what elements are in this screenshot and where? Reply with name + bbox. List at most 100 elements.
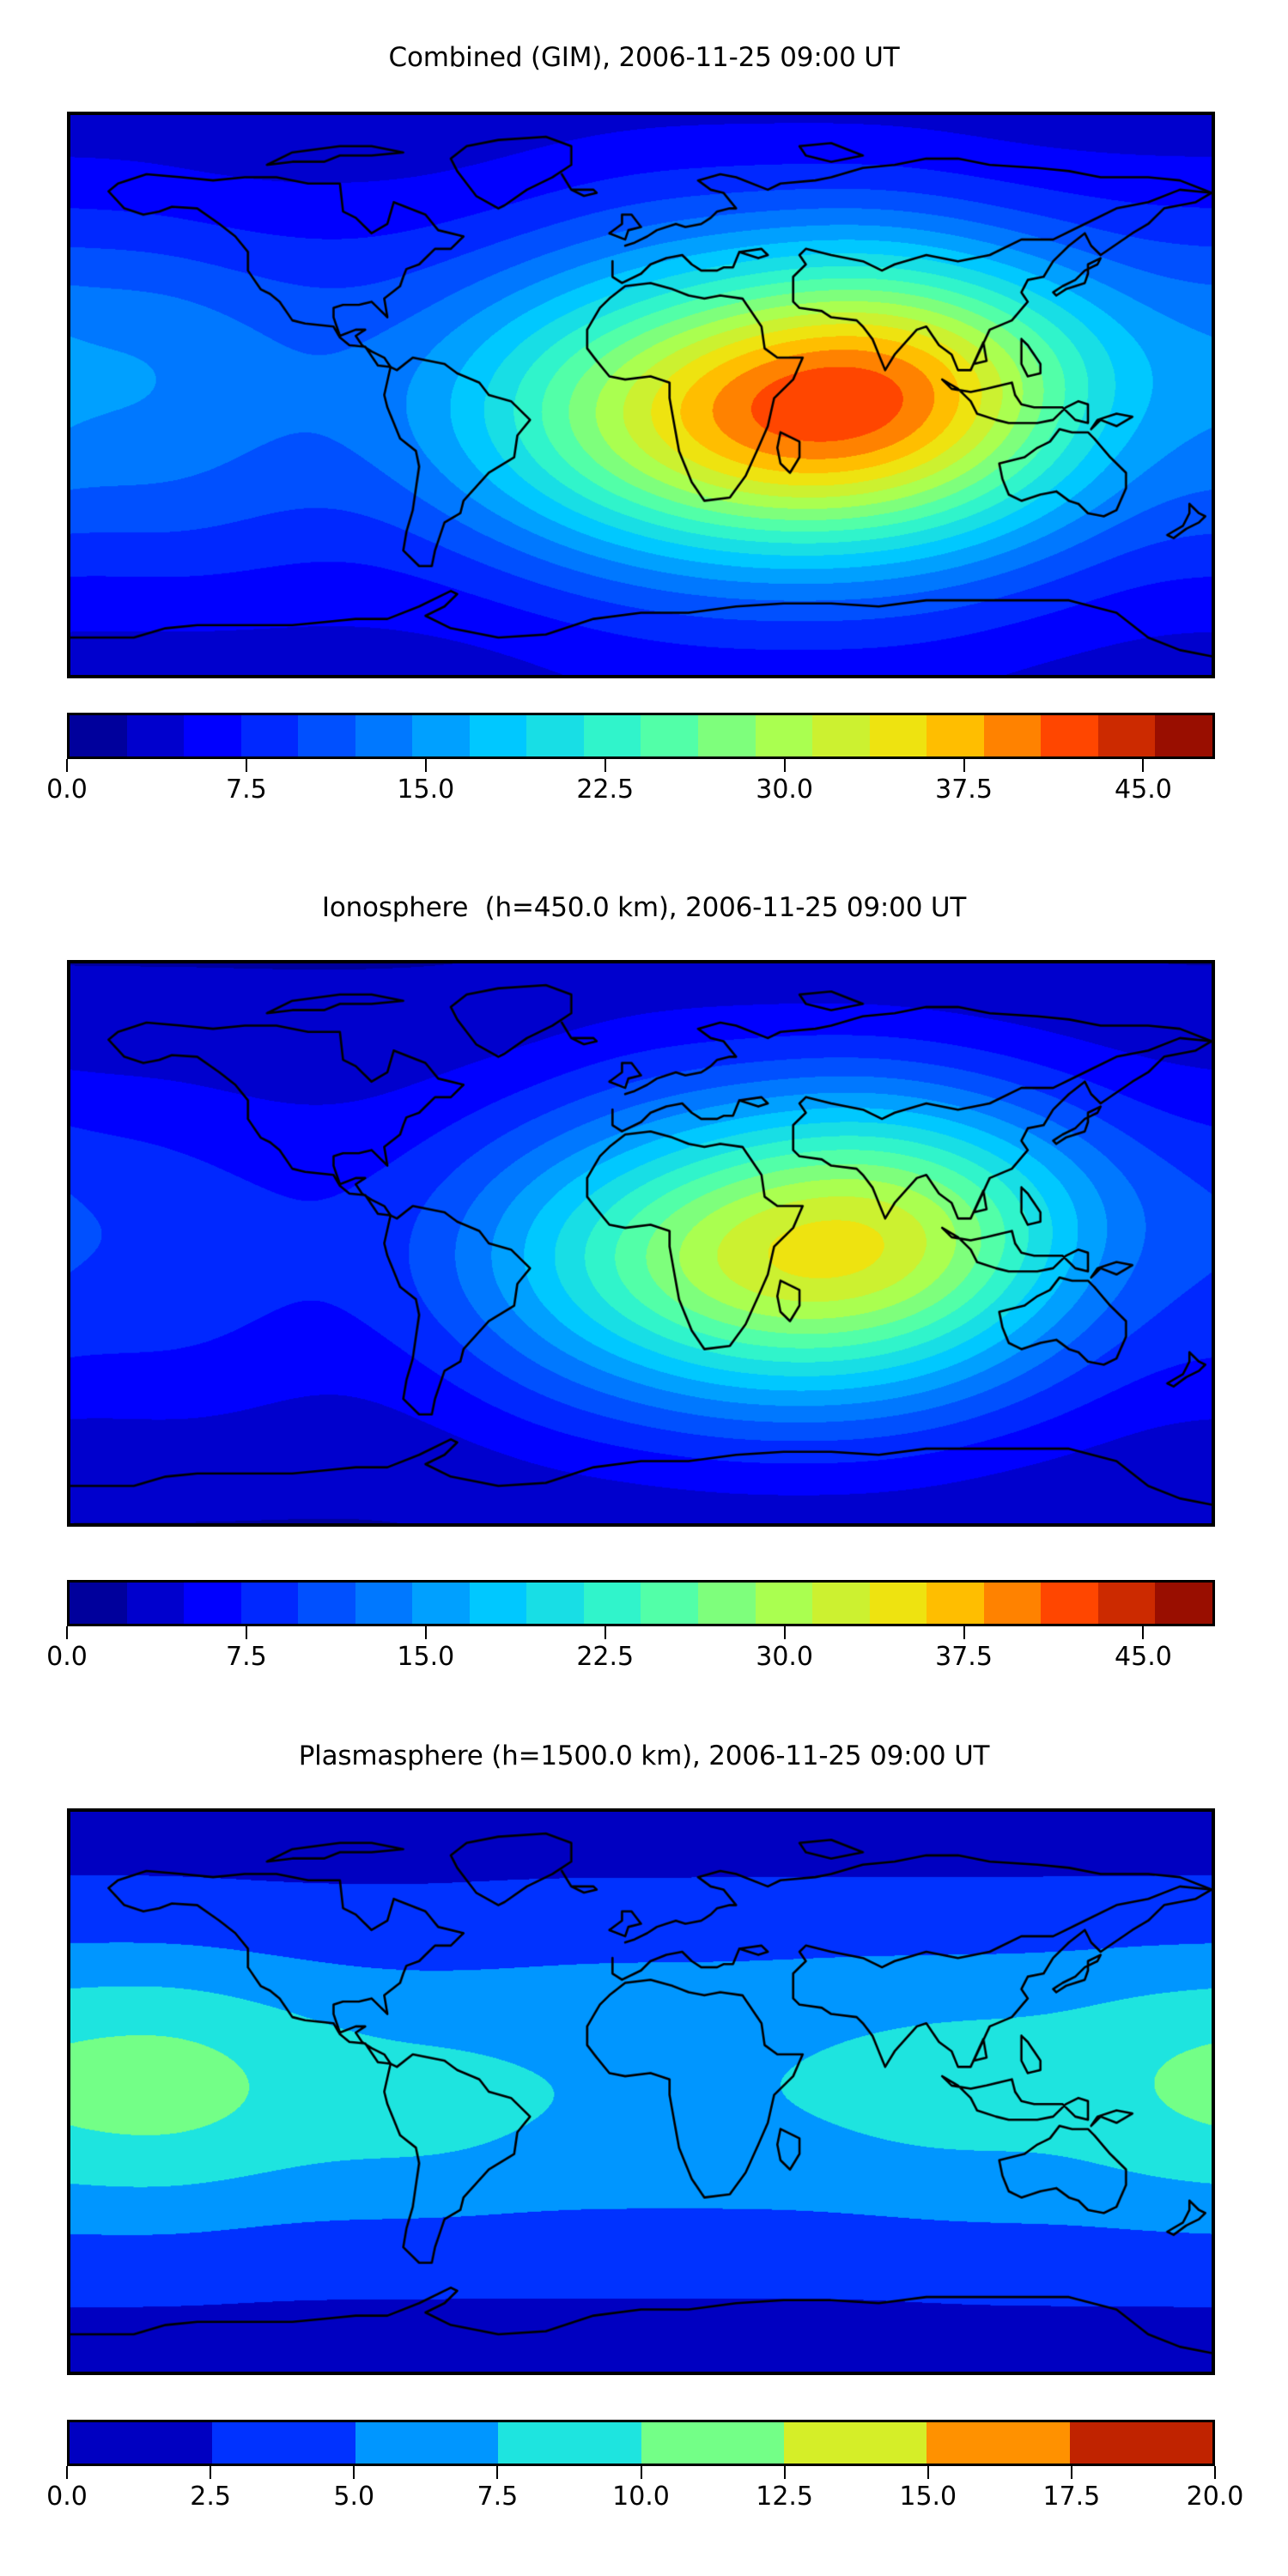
- colorbar-ticks-plasmasphere: [66, 2466, 1216, 2480]
- colorbar-labels-combined: 0.0 7.5 15.0 22.5 30.0 37.5 45.0: [46, 773, 1215, 811]
- panel-title-combined: Combined (GIM), 2006-11-25 09:00 UT: [388, 42, 900, 73]
- colorbar-tick-mark: [604, 759, 606, 772]
- colorbar-band: [355, 2422, 499, 2464]
- colorbar-tick-mark: [66, 1626, 68, 1639]
- colorbar-ionosphere: 0.0 7.5 15.0 22.5 30.0 37.5 45.0: [46, 1580, 1215, 1678]
- colorbar-band: [469, 1583, 527, 1624]
- colorbar-combined: 0.0 7.5 15.0 22.5 30.0 37.5 45.0: [46, 713, 1215, 811]
- colorbar-band: [240, 715, 299, 756]
- colorbar-ticks-combined: [66, 759, 1215, 773]
- colorbar-tick-mark: [783, 1626, 786, 1639]
- colorbar-band: [1097, 1583, 1156, 1624]
- colorbar-tick-label: 7.5: [226, 1642, 267, 1672]
- colorbar-band: [526, 1583, 584, 1624]
- map-canvas-ionosphere: [70, 963, 1212, 1523]
- colorbar-band: [1069, 2422, 1212, 2464]
- colorbar-band: [70, 715, 127, 756]
- colorbar-band: [641, 2422, 784, 2464]
- map-ionosphere: [67, 960, 1215, 1527]
- colorbar-band: [1041, 715, 1098, 756]
- colorbar-tick-label: 15.0: [397, 1642, 455, 1672]
- colorbar-tick-mark: [1214, 2466, 1216, 2479]
- colorbar-labels-plasmasphere: 0.0 2.5 5.0 7.5 10.0 12.5 15.0 17.5 20.0: [46, 2480, 1243, 2518]
- colorbar-plasmasphere: 0.0 2.5 5.0 7.5 10.0 12.5 15.0 17.5 20.0: [46, 2420, 1243, 2518]
- panel-title-plasmasphere: Plasmasphere (h=1500.0 km), 2006-11-25 0…: [298, 1741, 990, 1771]
- colorbar-tick-mark: [783, 759, 786, 772]
- colorbar-tick-label: 37.5: [935, 1642, 993, 1672]
- colorbar-gradient-combined: [67, 713, 1215, 759]
- colorbar-tick-mark: [496, 2466, 499, 2479]
- map-canvas-plasmasphere: [70, 1812, 1212, 2372]
- map-combined: [67, 112, 1215, 678]
- colorbar-band: [126, 715, 185, 756]
- colorbar-tick-label: 20.0: [1186, 2482, 1244, 2512]
- colorbar-band: [355, 1583, 413, 1624]
- colorbar-tick-label: 45.0: [1115, 1642, 1172, 1672]
- colorbar-tick-label: 10.0: [612, 2482, 670, 2512]
- colorbar-band: [1097, 715, 1156, 756]
- colorbar-tick-label: 17.5: [1042, 2482, 1101, 2512]
- colorbar-tick-mark: [353, 2466, 355, 2479]
- colorbar-band: [927, 2422, 1070, 2464]
- colorbar-band: [298, 1583, 355, 1624]
- colorbar-tick-mark: [927, 2466, 929, 2479]
- colorbar-band: [355, 715, 413, 756]
- colorbar-band: [927, 715, 984, 756]
- colorbar-tick-label: 22.5: [576, 775, 635, 805]
- colorbar-band: [983, 715, 1042, 756]
- colorbar-band: [755, 1583, 813, 1624]
- colorbar-tick-label: 7.5: [477, 2482, 519, 2512]
- colorbar-band: [1155, 1583, 1212, 1624]
- colorbar-tick-label: 7.5: [226, 775, 267, 805]
- colorbar-tick-label: 37.5: [935, 775, 993, 805]
- colorbar-band: [583, 715, 641, 756]
- colorbar-band: [755, 715, 813, 756]
- colorbar-band: [983, 1583, 1042, 1624]
- colorbar-tick-label: 5.0: [333, 2482, 375, 2512]
- colorbar-tick-mark: [1070, 2466, 1072, 2479]
- colorbar-tick-label: 30.0: [756, 1642, 814, 1672]
- colorbar-band: [869, 1583, 927, 1624]
- colorbar-tick-mark: [640, 2466, 642, 2479]
- colorbar-tick-mark: [1142, 1626, 1145, 1639]
- colorbar-band: [869, 715, 927, 756]
- colorbar-tick-mark: [783, 2466, 786, 2479]
- colorbar-band: [698, 1583, 756, 1624]
- colorbar-band: [70, 2422, 213, 2464]
- colorbar-band: [298, 715, 355, 756]
- colorbar-band: [412, 715, 470, 756]
- colorbar-band: [812, 715, 870, 756]
- colorbar-tick-label: 12.5: [756, 2482, 814, 2512]
- colorbar-tick-label: 2.5: [190, 2482, 231, 2512]
- colorbar-tick-mark: [963, 759, 965, 772]
- colorbar-tick-label: 22.5: [576, 1642, 635, 1672]
- colorbar-tick-mark: [66, 759, 68, 772]
- colorbar-tick-mark: [424, 759, 427, 772]
- colorbar-band: [184, 715, 241, 756]
- colorbar-band: [1041, 1583, 1098, 1624]
- colorbar-tick-label: 45.0: [1115, 775, 1172, 805]
- colorbar-band: [184, 1583, 241, 1624]
- colorbar-band: [698, 715, 756, 756]
- colorbar-band: [212, 2422, 355, 2464]
- colorbar-tick-mark: [210, 2466, 212, 2479]
- colorbar-tick-label: 30.0: [756, 775, 814, 805]
- colorbar-band: [240, 1583, 299, 1624]
- colorbar-band: [1155, 715, 1212, 756]
- colorbar-tick-label: 0.0: [46, 2482, 88, 2512]
- colorbar-band: [498, 2422, 641, 2464]
- colorbar-tick-mark: [245, 1626, 247, 1639]
- colorbar-tick-label: 15.0: [899, 2482, 957, 2512]
- colorbar-band: [70, 1583, 127, 1624]
- colorbar-band: [412, 1583, 470, 1624]
- colorbar-band: [927, 1583, 984, 1624]
- colorbar-tick-mark: [604, 1626, 606, 1639]
- map-plasmasphere: [67, 1808, 1215, 2375]
- colorbar-gradient-plasmasphere: [67, 2420, 1215, 2466]
- panel-title-ionosphere: Ionosphere (h=450.0 km), 2006-11-25 09:0…: [321, 892, 967, 923]
- colorbar-tick-label: 0.0: [46, 775, 88, 805]
- colorbar-tick-mark: [66, 2466, 68, 2479]
- colorbar-band: [583, 1583, 641, 1624]
- colorbar-tick-label: 0.0: [46, 1642, 88, 1672]
